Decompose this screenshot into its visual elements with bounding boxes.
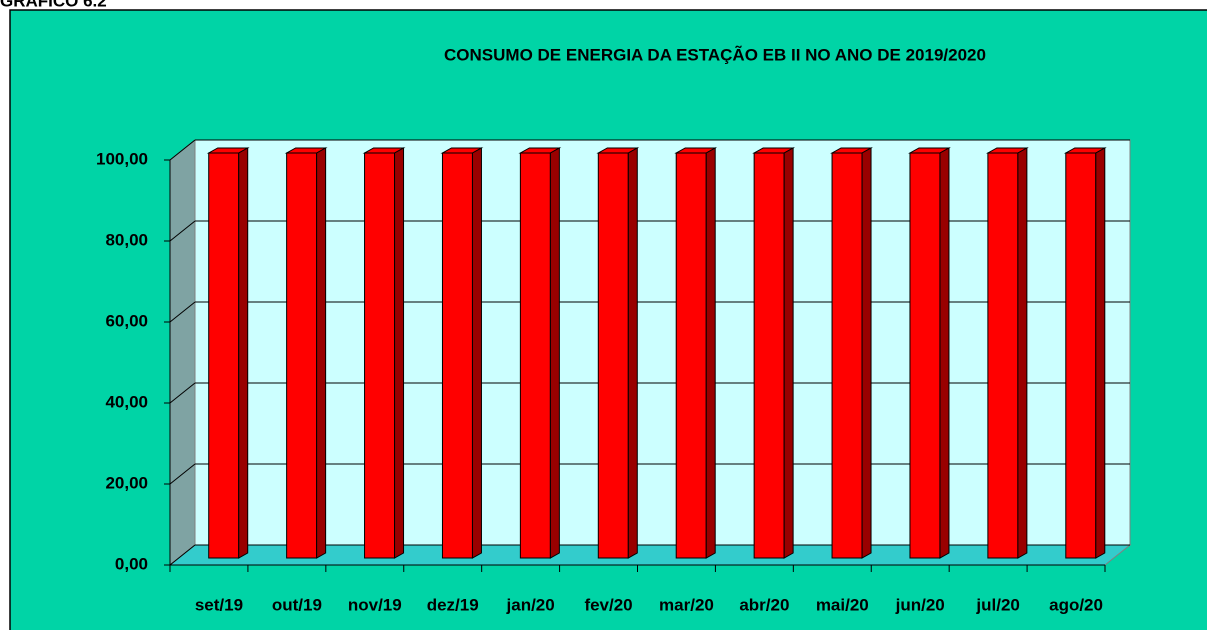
x-tick-label: mai/20: [816, 595, 869, 614]
grid-line-side: [169, 301, 196, 323]
grid-line-side: [169, 544, 196, 566]
bar-side: [627, 147, 638, 559]
x-tick-label: dez/19: [427, 595, 479, 614]
chart-title: CONSUMO DE ENERGIA DA ESTAÇÃO EB II NO A…: [444, 44, 986, 64]
x-tick-label: set/19: [195, 595, 243, 614]
grid-line-side: [169, 220, 196, 242]
grid-line-side: [169, 139, 196, 161]
bar: [364, 152, 396, 559]
side-wall: [169, 138, 196, 567]
x-tick-label: fev/20: [584, 595, 632, 614]
bar-side: [1017, 147, 1028, 559]
bar-side: [783, 147, 794, 559]
bar-side: [316, 147, 327, 559]
y-tick-label: 0,00: [115, 554, 148, 573]
y-tick-label: 80,00: [105, 230, 148, 249]
x-tick-label: jul/20: [975, 595, 1019, 614]
bar: [441, 152, 473, 559]
grid-line-side: [169, 463, 196, 485]
bar: [753, 152, 785, 559]
x-tick-label: ago/20: [1049, 595, 1103, 614]
bar: [1065, 152, 1097, 559]
bar: [597, 152, 629, 559]
x-tick-label: mar/20: [659, 595, 714, 614]
y-tick-label: 40,00: [105, 392, 148, 411]
bar-side: [1095, 147, 1106, 559]
y-tick-label: 60,00: [105, 311, 148, 330]
bar: [208, 152, 240, 559]
bar: [675, 152, 707, 559]
bar-side: [861, 147, 872, 559]
x-tick-label: out/19: [272, 595, 322, 614]
x-tick-label: jan/20: [506, 595, 555, 614]
bar: [519, 152, 551, 559]
y-tick-label: 20,00: [105, 473, 148, 492]
x-tick-label: nov/19: [348, 595, 402, 614]
bar-side: [549, 147, 560, 559]
bar-side: [394, 147, 405, 559]
bar: [909, 152, 941, 559]
x-tick-label: abr/20: [739, 595, 789, 614]
grid-line-side: [169, 382, 196, 404]
bar-side: [238, 147, 249, 559]
bar-side: [705, 147, 716, 559]
bar: [831, 152, 863, 559]
bar: [987, 152, 1019, 559]
bar: [286, 152, 318, 559]
bar-side: [471, 147, 482, 559]
y-tick-label: 100,00: [96, 149, 148, 168]
caption: GRÁFICO 6.2: [0, 0, 107, 10]
x-tick-label: jun/20: [895, 595, 945, 614]
bar-side: [939, 147, 950, 559]
